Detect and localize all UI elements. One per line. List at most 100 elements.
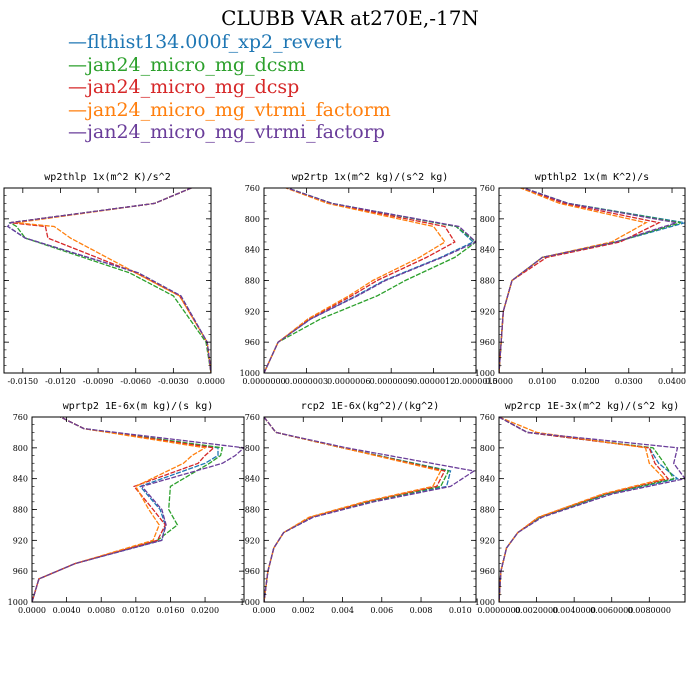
x-tick-label: -0.0120: [45, 377, 76, 386]
series-group: [499, 188, 685, 373]
y-tick-label: 960: [480, 338, 495, 347]
series-line: [264, 417, 452, 602]
series-line: [499, 188, 661, 373]
x-tick-label: 0.004: [331, 606, 354, 615]
legend-item: — jan24_micro_mg_vtrmi_factorm: [68, 99, 391, 122]
y-tick-label: 920: [245, 307, 260, 316]
x-tick-label: 0.0040: [53, 606, 81, 615]
x-tick-label: -0.0060: [120, 377, 151, 386]
figure-title: CLUBB VAR at270E,-17N: [221, 6, 479, 30]
plot-frame: [498, 187, 686, 374]
series-line: [499, 417, 685, 602]
y-tick-label: 880: [245, 506, 260, 515]
panel-title: wp2rcp 1E-3x(m^2 kg)/(s^2 kg): [505, 401, 680, 412]
series-line: [499, 188, 648, 373]
chart-panel: wp2rcp 1E-3x(m^2 kg)/(s^2 kg) 760 800 840 88…: [475, 401, 686, 615]
chart-panel: wp2rtp 1x(m^2 kg)/(s^2 kg) 760 800 840 880 92…: [240, 172, 498, 386]
chart-panel: wpthlp2 1x(m K^2)/s 760 800 840 880 920 960 100…: [475, 172, 686, 386]
y-tick-label: 920: [13, 536, 28, 545]
y-tick-label: 1000: [8, 598, 28, 607]
x-tick-label: 0.0060000: [590, 606, 633, 615]
y-tick-label: 1000: [475, 369, 495, 378]
legend-label: jan24_micro_mg_vtrmi_factorm: [87, 98, 391, 121]
legend-line-icon: —: [68, 98, 87, 121]
y-tick-label: 880: [245, 277, 260, 286]
y-tick-label: 760: [245, 184, 260, 193]
panel-title: wp2thlp 1x(m^2 K)/s^2: [44, 172, 170, 183]
series-line: [264, 188, 456, 373]
series-line: [32, 417, 207, 602]
y-tick-label: 800: [245, 444, 260, 453]
legend-item: — jan24_micro_mg_dcsp: [68, 76, 391, 99]
y-tick-label: 840: [480, 475, 495, 484]
series-line: [6, 188, 211, 373]
x-tick-label: 0.0100: [528, 377, 556, 386]
panel-title: wprtp2 1E-6x(m kg)/(s kg): [63, 401, 214, 412]
series-line: [264, 417, 476, 602]
legend-label: jan24_micro_mg_vtrmi_factorp: [87, 121, 385, 143]
series-group: [499, 417, 685, 602]
x-tick-label: 0.0400: [658, 377, 686, 386]
legend-item: — flthist134.000f_xp2_revert: [68, 31, 391, 54]
plot-frame: [498, 416, 686, 603]
x-tick-label: 0.0200: [572, 377, 600, 386]
series-line: [499, 417, 670, 602]
y-tick-label: 800: [480, 215, 495, 224]
plot-frame: [3, 187, 212, 374]
x-tick-label: 0.002: [292, 606, 315, 615]
y-tick-label: 1000: [240, 598, 260, 607]
series-group: [6, 188, 211, 373]
x-tick-label: 0.0040000: [553, 606, 596, 615]
x-tick-label: 0.0200: [191, 606, 219, 615]
legend-line-icon: —: [68, 53, 87, 76]
series-line: [32, 417, 244, 602]
x-tick-label: 0.0300: [615, 377, 643, 386]
series-line: [264, 417, 446, 602]
x-tick-label: 0.0160: [156, 606, 184, 615]
legend-line-icon: —: [68, 76, 87, 98]
series-line: [264, 188, 476, 373]
y-tick-label: 800: [480, 444, 495, 453]
y-tick-label: 880: [480, 506, 495, 515]
legend-label: jan24_micro_mg_dcsm: [87, 53, 306, 76]
x-tick-label: 0.0080: [87, 606, 115, 615]
legend: — flthist134.000f_xp2_revert — jan24_mic…: [68, 31, 391, 144]
x-tick-label: 0.0000: [485, 377, 513, 386]
x-tick-label: 0.0020000: [515, 606, 558, 615]
y-tick-label: 1000: [475, 598, 495, 607]
x-tick-label: 0.000: [253, 606, 276, 615]
series-line: [32, 417, 216, 602]
y-tick-label: 760: [480, 413, 495, 422]
x-tick-label: -0.0030: [158, 377, 189, 386]
series-line: [264, 188, 446, 373]
y-tick-label: 920: [245, 536, 260, 545]
series-line: [499, 188, 677, 373]
y-tick-label: 760: [480, 184, 495, 193]
legend-line-icon: —: [68, 121, 87, 143]
y-tick-label: 760: [13, 413, 28, 422]
y-tick-label: 880: [13, 506, 28, 515]
panel-title: wp2rtp 1x(m^2 kg)/(s^2 kg): [292, 172, 449, 183]
x-tick-label: 0.0000000: [477, 606, 520, 615]
y-tick-label: 800: [245, 215, 260, 224]
series-line: [32, 417, 219, 602]
y-tick-label: 840: [13, 475, 28, 484]
y-tick-label: 1000: [240, 369, 260, 378]
x-tick-label: 0.008: [410, 606, 433, 615]
x-tick-label: 0.0000003: [285, 377, 328, 386]
series-line: [499, 417, 666, 602]
x-tick-label: -0.0150: [7, 377, 38, 386]
plot-frame: [263, 187, 477, 374]
y-tick-label: 760: [245, 413, 260, 422]
x-tick-label: 0.0000: [18, 606, 46, 615]
chart-panel: wprtp2 1E-6x(m kg)/(s kg) 760 800 840 880 920…: [8, 401, 245, 615]
series-group: [32, 417, 244, 602]
series-line: [264, 417, 442, 602]
x-tick-label: 0.0120: [122, 606, 150, 615]
plot-frame: [263, 416, 477, 603]
plot-frame: [31, 416, 245, 603]
y-tick-label: 840: [245, 475, 260, 484]
panel-title: rcp2 1E-6x(kg^2)/(kg^2): [301, 401, 439, 412]
y-tick-label: 880: [480, 277, 495, 286]
